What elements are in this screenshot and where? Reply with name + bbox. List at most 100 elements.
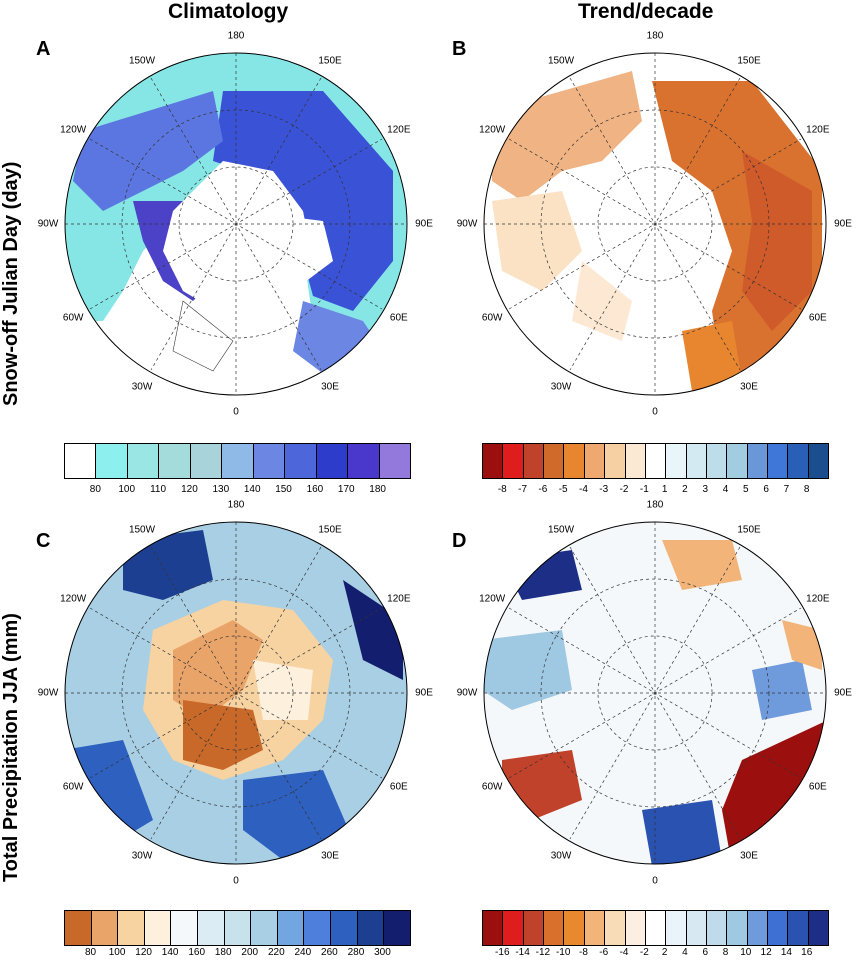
colorbar-swatch <box>605 911 626 945</box>
colorbar-tick-label: 200 <box>241 947 259 958</box>
colorbar-labels-precip-trend: -16 -14 -12 -10 -8 -6 -4 -2 2 4 6 8 10 12 14 16 <box>482 947 827 961</box>
colorbar-tick-label: 160 <box>306 484 324 495</box>
colorbar-tick-label: -16 <box>495 947 510 958</box>
colorbar-tick-label: -14 <box>515 947 530 958</box>
colorbar-swatch <box>544 911 565 945</box>
colorbar-precip-trend <box>482 910 829 946</box>
colorbar-swatch <box>706 444 728 478</box>
longitude-label: 120W <box>479 593 506 605</box>
longitude-label: 60E <box>389 312 408 324</box>
colorbar-tick-label: 180 <box>214 947 232 958</box>
longitude-label: 150W <box>547 524 575 536</box>
panel-letter-b: B <box>452 38 467 60</box>
colorbar-swatch <box>65 911 92 945</box>
colorbar-tick-label: 80 <box>84 947 97 958</box>
colorbar-swatch <box>503 444 524 478</box>
colorbar-tick-label: 16 <box>801 947 813 958</box>
colorbar-tick-label: -10 <box>555 947 571 958</box>
colorbar-swatch <box>808 911 829 945</box>
colorbar-swatch <box>251 911 278 945</box>
colorbar-tick-label: -12 <box>535 947 551 958</box>
colorbar-tick-label: 140 <box>161 947 179 958</box>
colorbar-tick-label: -8 <box>579 947 588 958</box>
colorbar-tick-label: 100 <box>108 947 126 958</box>
colorbar-labels-snowoff-trend: -8 -7 -6 -5 -4 -3 -2 -1 1 2 3 4 5 6 7 8 <box>482 484 827 498</box>
colorbar-tick-label: 130 <box>212 484 230 495</box>
colorbar-snowoff-trend <box>482 443 829 479</box>
colorbar-tick-label: 110 <box>150 484 167 495</box>
longitude-label: 90W <box>37 218 59 230</box>
colorbar-tick-label: 3 <box>702 484 709 495</box>
colorbar-swatch <box>666 911 687 945</box>
colorbar-tick-label: 180 <box>369 484 386 495</box>
colorbar-tick-label: -1 <box>639 484 649 495</box>
longitude-label: 150W <box>547 55 575 67</box>
colorbar-swatch <box>686 911 707 945</box>
colorbar-swatch <box>127 444 160 478</box>
longitude-label: 120E <box>387 593 411 605</box>
colorbar-precip-climatology <box>64 910 411 946</box>
colorbar-swatch <box>483 444 504 478</box>
colorbar-tick-label: -7 <box>518 484 528 495</box>
colorbar-tick-label: -2 <box>619 484 629 495</box>
longitude-label: 150W <box>128 524 156 536</box>
colorbar-swatch <box>788 911 809 945</box>
longitude-label: 150E <box>318 55 342 67</box>
colorbar-swatch <box>190 444 223 478</box>
colorbar-tick-label: 10 <box>740 947 752 958</box>
longitude-label: 60W <box>481 781 503 793</box>
longitude-label: 120W <box>60 124 87 136</box>
colorbar-swatch <box>316 444 349 478</box>
colorbar-tick-label: 4 <box>682 947 688 958</box>
colorbar-tick-label: 160 <box>188 947 206 958</box>
colorbar-swatch <box>625 911 646 945</box>
colorbar-swatch <box>144 911 172 945</box>
colorbar-swatch <box>523 444 545 478</box>
colorbar-swatch <box>253 444 286 478</box>
colorbar-tick-label: 2 <box>682 484 688 495</box>
longitude-label: 0 <box>652 406 658 418</box>
colorbar-tick-label: 1 <box>661 484 668 495</box>
longitude-label: 60E <box>808 312 827 324</box>
panel-letter-d: D <box>452 530 467 552</box>
colorbar-tick-label: 5 <box>743 484 749 495</box>
map-panel-c <box>64 521 408 865</box>
longitude-label: 30W <box>550 850 572 862</box>
colorbar-swatch <box>564 911 585 945</box>
colorbar-tick-label: -3 <box>599 484 609 495</box>
longitude-label: 90W <box>37 687 59 699</box>
colorbar-swatch <box>584 911 606 945</box>
colorbar-tick-label: -4 <box>579 484 588 495</box>
colorbar-tick-label: 220 <box>267 947 285 958</box>
colorbar-swatch <box>198 911 225 945</box>
longitude-label: 90E <box>415 218 433 230</box>
colorbar-swatch <box>222 444 254 478</box>
colorbar-swatch <box>171 911 199 945</box>
colorbar-tick-label: 2 <box>661 947 668 958</box>
longitude-label: 60E <box>808 781 827 793</box>
colorbar-tick-label: -5 <box>558 484 568 495</box>
longitude-label: 150W <box>128 55 156 67</box>
colorbar-swatch <box>788 444 809 478</box>
column-title-trend: Trend/decade <box>578 0 714 23</box>
colorbar-swatch <box>605 444 626 478</box>
colorbar-tick-label: 100 <box>118 484 136 495</box>
colorbar-tick-label: -8 <box>497 484 507 495</box>
colorbar-tick-label: 8 <box>722 947 729 958</box>
longitude-label: 90E <box>415 687 433 699</box>
longitude-label: 30W <box>131 850 153 862</box>
longitude-label: 180 <box>227 30 245 42</box>
longitude-label: 90E <box>834 218 852 230</box>
longitude-label: 60E <box>389 781 408 793</box>
colorbar-swatch <box>331 911 358 945</box>
longitude-label: 180 <box>646 499 664 511</box>
colorbar-tick-label: 7 <box>783 484 790 495</box>
longitude-label: 180 <box>646 30 664 42</box>
colorbar-swatch <box>727 911 748 945</box>
longitude-label: 0 <box>233 406 239 418</box>
colorbar-swatch <box>224 911 252 945</box>
colorbar-swatch <box>65 444 97 478</box>
colorbar-swatch <box>808 444 829 478</box>
colorbar-swatch <box>584 444 606 478</box>
colorbar-swatch <box>747 444 769 478</box>
